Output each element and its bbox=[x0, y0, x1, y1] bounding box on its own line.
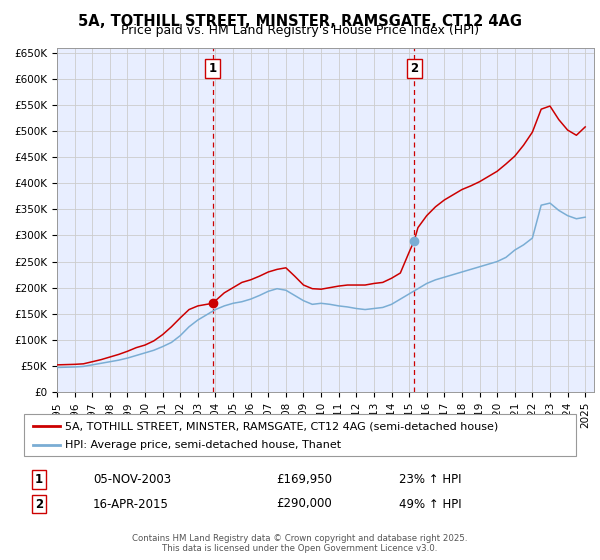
Text: 5A, TOTHILL STREET, MINSTER, RAMSGATE, CT12 4AG (semi-detached house): 5A, TOTHILL STREET, MINSTER, RAMSGATE, C… bbox=[65, 421, 498, 431]
Text: 5A, TOTHILL STREET, MINSTER, RAMSGATE, CT12 4AG: 5A, TOTHILL STREET, MINSTER, RAMSGATE, C… bbox=[78, 14, 522, 29]
Text: £169,950: £169,950 bbox=[276, 473, 332, 487]
Text: 23% ↑ HPI: 23% ↑ HPI bbox=[399, 473, 461, 487]
Text: HPI: Average price, semi-detached house, Thanet: HPI: Average price, semi-detached house,… bbox=[65, 440, 341, 450]
Text: 05-NOV-2003: 05-NOV-2003 bbox=[93, 473, 171, 487]
Text: 2: 2 bbox=[35, 497, 43, 511]
Text: 16-APR-2015: 16-APR-2015 bbox=[93, 497, 169, 511]
Text: £290,000: £290,000 bbox=[276, 497, 332, 511]
Text: 2: 2 bbox=[410, 62, 418, 75]
Text: Contains HM Land Registry data © Crown copyright and database right 2025.
This d: Contains HM Land Registry data © Crown c… bbox=[132, 534, 468, 553]
Text: Price paid vs. HM Land Registry's House Price Index (HPI): Price paid vs. HM Land Registry's House … bbox=[121, 24, 479, 37]
Text: 1: 1 bbox=[209, 62, 217, 75]
Text: 1: 1 bbox=[35, 473, 43, 487]
Text: 49% ↑ HPI: 49% ↑ HPI bbox=[399, 497, 461, 511]
